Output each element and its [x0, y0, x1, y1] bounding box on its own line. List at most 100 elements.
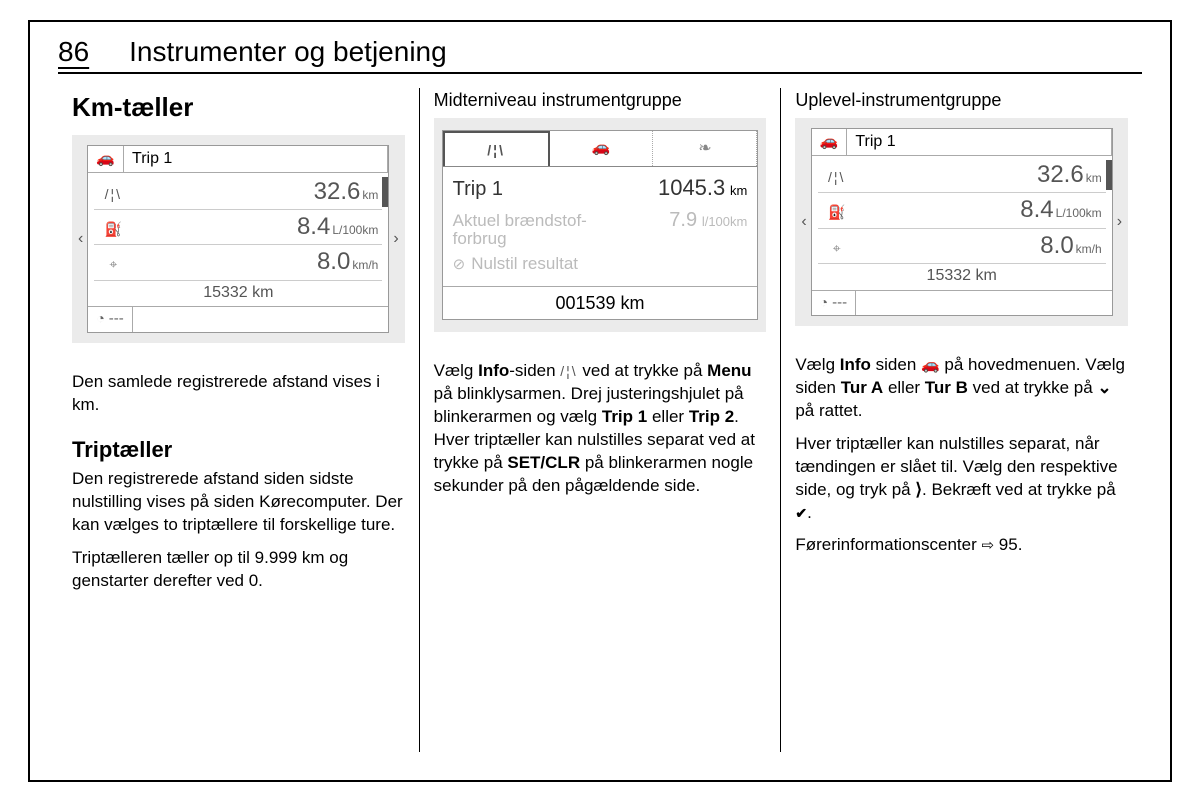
column-layout: Km-tæller ‹ 🚗 Trip 1 32.6km	[58, 88, 1142, 752]
bottom-tab-text: ---	[109, 309, 124, 329]
chevron-right-icon	[915, 480, 922, 499]
cluster-screen-mid: 🚗 Trip 1 1045.3 km Aktuel brændstof-forb…	[442, 130, 759, 320]
row-unit: km/h	[352, 258, 378, 272]
mid-body: Trip 1 1045.3 km Aktuel brændstof-forbru…	[443, 167, 758, 286]
cluster-row-odometer: 15332 km	[818, 264, 1106, 288]
mid-trip-row: Trip 1 1045.3 km	[453, 171, 748, 205]
mid-fuel-value: 7.9	[669, 209, 697, 231]
speed-icon	[98, 254, 128, 276]
check-icon	[795, 503, 807, 522]
cluster-row-distance: 32.6km	[818, 158, 1106, 193]
cluster-rows: 32.6km 8.4L/100km 8.0km/h 15332 km	[88, 173, 388, 307]
cluster-rows: 32.6km 8.4L/100km 8.0km/h 15332 km	[812, 156, 1112, 290]
mid-tab-lane	[443, 131, 550, 165]
col1-p2: Den registrerede afstand siden sidste nu…	[72, 468, 405, 537]
mid-tab-car: 🚗	[550, 131, 654, 165]
reset-icon	[453, 253, 466, 276]
mid-tabs: 🚗	[443, 131, 758, 166]
row-unit: km/h	[1076, 242, 1102, 256]
cluster-top-row: 🚗 Trip 1	[812, 129, 1112, 156]
cluster-top-row: 🚗 Trip 1	[88, 146, 388, 173]
col3-p1: Vælg Info siden 🚗 på hovedmenuen. Vælg s…	[795, 354, 1128, 423]
left-arrow-icon: ‹	[76, 228, 85, 250]
row-value: 8.4	[297, 213, 330, 240]
row-unit: L/100km	[332, 223, 378, 237]
cluster-row-speed: 8.0km/h	[818, 229, 1106, 264]
odometer-value: 15332 km	[203, 282, 273, 304]
row-unit: km	[362, 188, 378, 202]
car-inline-icon: 🚗	[921, 356, 940, 373]
column-3: Uplevel-instrumentgruppe ‹ 🚗 Trip 1 32.6…	[780, 88, 1142, 752]
page-header: 86 Instrumenter og betjening	[58, 36, 1142, 74]
gauge-icon	[96, 309, 104, 329]
left-arrow-icon: ‹	[799, 211, 808, 233]
car-tab: 🚗	[88, 146, 124, 172]
link-icon	[981, 535, 994, 554]
row-value: 32.6	[314, 178, 361, 205]
scroll-indicator	[382, 177, 388, 207]
cluster-screen: 🚗 Trip 1 32.6km 8.4L/100km	[87, 145, 389, 333]
mid-reset-label: Nulstil resultat	[471, 253, 578, 276]
right-arrow-icon: ›	[391, 228, 400, 250]
column-2: Midterniveau instrumentgruppe 🚗 Trip 1 1…	[419, 88, 781, 752]
chevron-down-icon	[1097, 378, 1111, 397]
col3-subhead: Uplevel-instrumentgruppe	[795, 88, 1128, 112]
row-unit: L/100km	[1056, 206, 1102, 220]
col3-p2: Hver triptæller kan nulstilles separat, …	[795, 433, 1128, 525]
trip-tab: Trip 1	[847, 129, 1111, 155]
col2-subhead: Midterniveau instrumentgruppe	[434, 88, 767, 112]
mid-fuel-unit: l/100km	[702, 214, 748, 229]
page-frame: 86 Instrumenter og betjening Km-tæller ‹…	[28, 20, 1172, 782]
cluster-bottom-row: ---	[812, 290, 1112, 315]
col2-body: Vælg Info-siden ved at trykke på Menu på…	[434, 360, 767, 498]
odometer-value: 15332 km	[927, 265, 997, 287]
lane-icon	[822, 167, 852, 189]
car-tab: 🚗	[812, 129, 848, 155]
bottom-tab: ---	[88, 307, 132, 331]
cluster-figure-uplevel: ‹ 🚗 Trip 1 32.6km 8.4	[795, 118, 1128, 326]
cluster-figure-midlevel: 🚗 Trip 1 1045.3 km Aktuel brændstof-forb…	[434, 118, 767, 332]
lane-icon	[487, 139, 505, 159]
bottom-tab: ---	[812, 291, 856, 315]
car-icon: 🚗	[96, 149, 115, 169]
bottom-tab-text: ---	[832, 293, 847, 313]
row-value: 8.0	[1040, 232, 1073, 259]
mid-trip-value: 1045.3	[658, 175, 725, 200]
row-value: 8.4	[1020, 196, 1053, 223]
cluster-row-distance: 32.6km	[94, 175, 382, 210]
column-1: Km-tæller ‹ 🚗 Trip 1 32.6km	[58, 88, 419, 752]
mid-reset-row: Nulstil resultat	[453, 251, 748, 282]
lane-inline-icon	[560, 365, 577, 379]
cluster-row-fuel: 8.4L/100km	[94, 210, 382, 245]
page-number: 86	[58, 36, 89, 68]
col1-p3: Triptælleren tæller op til 9.999 km og g…	[72, 547, 405, 593]
col1-p1: Den samlede registrerede afstand vises i…	[72, 371, 405, 417]
cluster-row-speed: 8.0km/h	[94, 245, 382, 280]
leaf-icon	[698, 137, 711, 157]
mid-trip-unit: km	[730, 183, 747, 198]
mid-odometer: 001539 km	[443, 286, 758, 319]
triptaeller-heading: Triptæller	[72, 435, 405, 465]
cluster-screen-up: 🚗 Trip 1 32.6km 8.4L/100km	[811, 128, 1113, 316]
cluster-figure-baselevel: ‹ 🚗 Trip 1 32.6km 8.4	[72, 135, 405, 343]
car-icon: 🚗	[820, 132, 839, 152]
trip-tab: Trip 1	[124, 146, 388, 172]
row-unit: km	[1086, 171, 1102, 185]
scroll-indicator	[1106, 160, 1112, 190]
col3-p3: Førerinformationscenter 95.	[795, 534, 1128, 557]
cluster-bottom-row: ---	[88, 306, 388, 331]
fuel-icon	[98, 219, 128, 241]
km-taeller-heading: Km-tæller	[72, 90, 405, 125]
row-value: 8.0	[317, 248, 350, 275]
car-icon: 🚗	[592, 139, 611, 156]
fuel-icon	[822, 202, 852, 224]
mid-tab-eco	[653, 131, 757, 165]
row-value: 32.6	[1037, 161, 1084, 188]
mid-fuel-row: Aktuel brændstof-forbrug 7.9 l/100km	[453, 205, 748, 251]
gauge-icon	[820, 293, 828, 313]
right-arrow-icon: ›	[1115, 211, 1124, 233]
lane-icon	[98, 184, 128, 206]
header-title: Instrumenter og betjening	[129, 36, 447, 68]
speed-icon	[822, 238, 852, 260]
cluster-row-odometer: 15332 km	[94, 281, 382, 305]
